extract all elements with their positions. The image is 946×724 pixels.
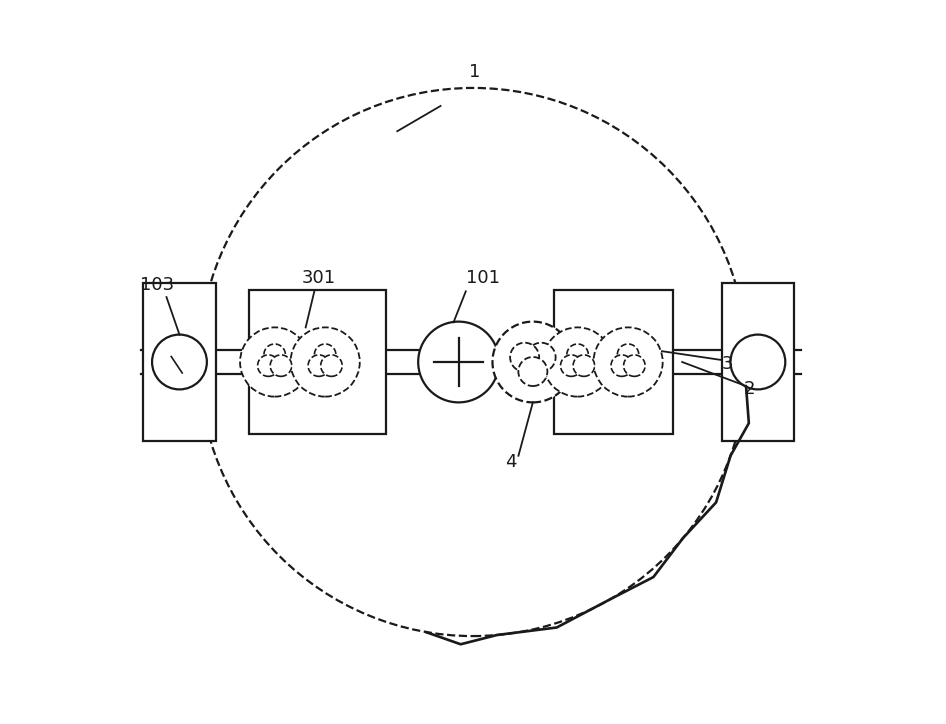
Text: 101: 101 [465,269,499,287]
Circle shape [623,355,645,376]
Circle shape [418,321,499,403]
Bar [144,282,216,442]
Circle shape [321,355,342,376]
Circle shape [561,355,582,376]
Circle shape [264,344,286,366]
Circle shape [543,327,612,397]
Circle shape [593,327,663,397]
Circle shape [240,327,309,397]
Text: 3: 3 [722,355,733,373]
Bar [554,290,674,434]
Text: 1: 1 [469,63,481,81]
Text: 4: 4 [505,452,517,471]
Circle shape [308,355,329,376]
Circle shape [271,355,291,376]
Circle shape [257,355,279,376]
Text: 301: 301 [302,269,336,287]
Text: 2: 2 [744,380,755,398]
Circle shape [618,344,639,366]
Circle shape [493,321,573,403]
Text: 103: 103 [140,276,174,294]
Circle shape [573,355,595,376]
Circle shape [527,342,555,371]
Circle shape [314,344,336,366]
Bar [250,290,387,434]
Circle shape [199,88,747,636]
Circle shape [611,355,633,376]
Circle shape [290,327,359,397]
Circle shape [567,344,588,366]
Circle shape [152,334,207,390]
Circle shape [510,342,539,371]
Circle shape [518,357,548,386]
Circle shape [730,334,785,390]
Bar [722,282,794,442]
